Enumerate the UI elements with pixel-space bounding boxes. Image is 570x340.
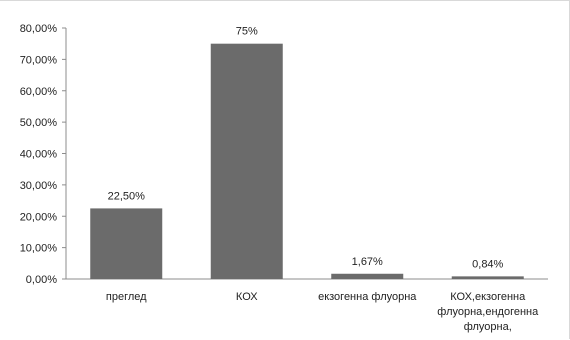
y-tick-label: 60,00% [20, 86, 58, 98]
y-tick-label: 10,00% [20, 243, 58, 255]
y-tick-label: 20,00% [20, 211, 58, 223]
bar [451, 276, 524, 279]
category-label-line: флуорна, [464, 321, 512, 333]
bar [331, 273, 404, 279]
category-label-line: флуорна,ендогенна [437, 306, 539, 318]
category-label-line: преглед [106, 291, 147, 303]
data-label: 75% [236, 26, 258, 38]
bar [210, 43, 283, 279]
y-tick-label: 70,00% [20, 54, 58, 66]
category-label: КОХ,екзогенна флуорна,ендогенна флуорна, [437, 291, 539, 333]
data-label: 0,84% [472, 258, 503, 270]
data-label: 22,50% [108, 190, 146, 202]
category-label: преглед [106, 291, 147, 303]
y-tick-label: 30,00% [20, 180, 58, 192]
y-tick-label: 0,00% [26, 274, 57, 286]
category-label-line: екзогенна флуорна [318, 291, 417, 303]
category-label: КОХ [236, 291, 258, 303]
y-tick-label: 40,00% [20, 149, 58, 161]
category-label-line: КОХ [236, 291, 258, 303]
category-label-line: КОХ,екзогенна [450, 291, 526, 303]
bar [90, 208, 163, 279]
data-label: 1,67% [352, 256, 383, 268]
y-tick-label: 80,00% [20, 23, 58, 35]
category-label: екзогенна флуорна [318, 291, 417, 303]
y-tick-label: 50,00% [20, 117, 58, 129]
